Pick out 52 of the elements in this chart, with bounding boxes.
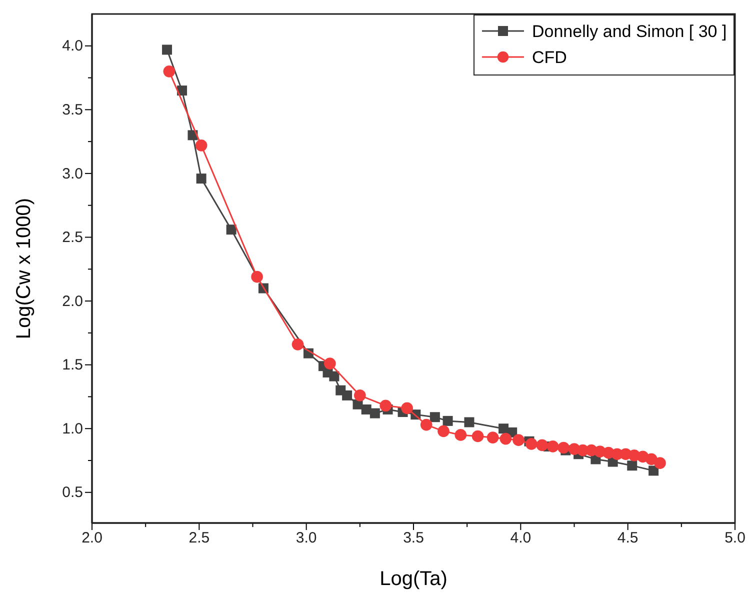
x-axis-title: Log(Ta) bbox=[380, 568, 448, 590]
point bbox=[370, 408, 380, 418]
point bbox=[177, 86, 188, 96]
x-tick-label: 2.5 bbox=[188, 530, 210, 547]
point bbox=[546, 440, 559, 452]
y-tick-label: 3.5 bbox=[62, 101, 83, 118]
point bbox=[442, 416, 453, 426]
point bbox=[420, 418, 432, 431]
x-tick-label: 3.5 bbox=[403, 530, 424, 547]
legend-label: CFD bbox=[532, 48, 567, 67]
point bbox=[512, 434, 524, 446]
y-tick-label: 1.5 bbox=[62, 356, 83, 374]
y-axis-title: Log(Cw x 1000) bbox=[13, 198, 35, 340]
y-tick-label: 2.5 bbox=[62, 229, 83, 246]
point bbox=[486, 432, 499, 444]
point bbox=[654, 457, 666, 469]
point bbox=[454, 429, 467, 441]
point bbox=[438, 425, 450, 438]
point bbox=[196, 174, 206, 184]
point bbox=[361, 404, 372, 414]
point bbox=[627, 460, 638, 471]
x-tick-label: 2.0 bbox=[82, 530, 102, 547]
point bbox=[292, 338, 304, 350]
point bbox=[342, 390, 352, 400]
y-tick-label: 2.0 bbox=[62, 292, 83, 310]
point bbox=[195, 139, 208, 152]
point bbox=[380, 400, 392, 412]
point bbox=[525, 438, 538, 450]
x-tick-label: 3.0 bbox=[296, 530, 317, 547]
point bbox=[472, 430, 484, 442]
point bbox=[354, 390, 366, 402]
point bbox=[329, 371, 340, 382]
point bbox=[500, 432, 512, 445]
y-tick-label: 3.0 bbox=[62, 165, 83, 182]
point bbox=[162, 44, 172, 55]
point bbox=[430, 412, 440, 422]
point bbox=[163, 66, 176, 78]
point bbox=[558, 442, 570, 454]
point bbox=[251, 270, 263, 283]
legend-label: Donnelly and Simon [ 30 ] bbox=[532, 22, 727, 41]
y-tick-label: 0.5 bbox=[62, 484, 83, 502]
x-tick-label: 5.0 bbox=[724, 530, 746, 547]
point bbox=[226, 224, 236, 235]
point bbox=[464, 417, 474, 428]
y-tick-label: 4.0 bbox=[62, 38, 83, 55]
point bbox=[648, 466, 659, 476]
x-tick-label: 4.0 bbox=[510, 530, 532, 547]
x-tick-label: 4.5 bbox=[617, 530, 638, 547]
point bbox=[401, 402, 413, 414]
y-tick-label: 1.0 bbox=[62, 420, 83, 438]
point bbox=[536, 439, 548, 452]
point bbox=[324, 358, 336, 370]
